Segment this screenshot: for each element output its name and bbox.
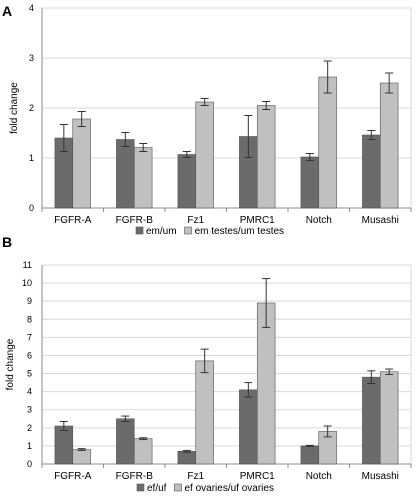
bar-a-1-fz1 — [195, 101, 214, 209]
bar-b-0-pmrc1 — [239, 389, 258, 465]
y-axis-label: fold change — [5, 338, 16, 390]
category-label: Musashi — [362, 215, 399, 226]
bar-a-1-pmrc1 — [256, 105, 276, 209]
legend-label: em testes/um testes — [195, 226, 284, 237]
y-tick-label: 2 — [29, 103, 34, 113]
bar-a-1-fgfr-a — [72, 118, 91, 209]
bar-b-0-notch — [300, 445, 320, 465]
bar-a-0-musashi — [362, 134, 381, 209]
y-tick-label: 9 — [27, 296, 32, 306]
bar-b-0-fgfr-a — [54, 425, 74, 465]
category-label: FGFR-B — [116, 215, 154, 226]
panel-letter-a: A — [2, 3, 12, 19]
legend-swatch — [184, 226, 192, 235]
y-tick-label: 3 — [27, 405, 32, 415]
panel-letter-b: B — [2, 234, 12, 250]
legend-label: em/um — [146, 226, 177, 237]
y-tick-label: 6 — [27, 350, 32, 360]
y-tick-label: 4 — [27, 387, 32, 397]
y-tick-label: 8 — [27, 314, 32, 324]
y-tick-label: 7 — [27, 332, 32, 342]
bar-b-1-musashi — [379, 371, 399, 465]
category-label: FGFR-B — [116, 471, 154, 482]
y-tick-label: 1 — [27, 441, 32, 451]
category-label: Fz1 — [187, 215, 204, 226]
category-label: Notch — [306, 471, 332, 482]
category-label: FGFR-A — [54, 215, 92, 226]
legend-swatch — [174, 483, 182, 492]
y-tick-label: 11 — [23, 260, 32, 270]
bar-b-0-fz1 — [177, 451, 197, 465]
category-label: PMRC1 — [240, 215, 275, 226]
y-tick-label: 2 — [27, 423, 32, 433]
bar-b-1-fz1 — [195, 360, 214, 465]
legend-label: ef ovaries/uf ovaries — [184, 483, 274, 494]
category-label: Fz1 — [187, 471, 204, 482]
bar-a-0-fz1 — [177, 154, 197, 209]
legend-swatch — [135, 226, 144, 235]
bar-b-1-fgfr-a — [72, 449, 91, 465]
y-tick-label: 3 — [29, 53, 34, 63]
y-axis-label: fold change — [9, 82, 20, 134]
category-label: PMRC1 — [240, 471, 275, 482]
plot-area-b — [41, 264, 412, 465]
bar-b-0-fgfr-b — [116, 418, 135, 465]
category-label: Musashi — [362, 471, 399, 482]
bar-a-0-notch — [300, 156, 320, 209]
y-tick-label: 10 — [22, 278, 32, 288]
bar-a-1-notch — [318, 76, 337, 209]
y-tick-label: 0 — [29, 203, 34, 213]
bar-b-1-fgfr-b — [133, 438, 153, 465]
bar-a-1-musashi — [379, 82, 399, 209]
y-tick-label: 1 — [29, 153, 34, 163]
y-tick-label: 4 — [29, 3, 34, 13]
y-tick-label: 5 — [27, 369, 32, 379]
bar-a-0-fgfr-b — [116, 139, 135, 209]
category-label: FGFR-A — [54, 471, 92, 482]
legend-label: ef/uf — [147, 483, 167, 494]
y-tick-label: 0 — [27, 459, 32, 469]
category-label: Notch — [306, 215, 332, 226]
bar-a-1-fgfr-b — [133, 147, 153, 209]
legend-swatch — [136, 483, 145, 492]
bar-b-0-musashi — [362, 376, 381, 465]
